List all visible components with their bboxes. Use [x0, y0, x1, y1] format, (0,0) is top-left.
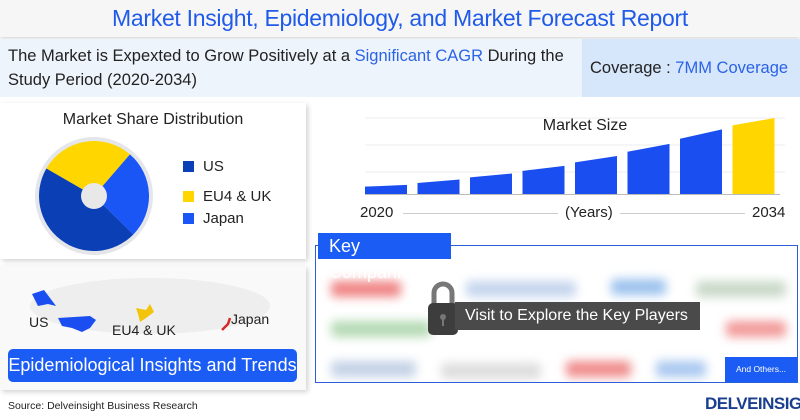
legend-swatch	[183, 161, 194, 172]
key-companies-box	[315, 245, 798, 383]
pie-slice-eu4-uk	[46, 141, 130, 196]
statement-text: The Market is Expexted to Grow Positivel…	[8, 47, 355, 65]
logo-text: DELVEINSIGHT	[705, 394, 800, 413]
blurred-logo	[726, 321, 786, 337]
and-others-button[interactable]: And Others...	[725, 357, 797, 382]
legend-swatch	[183, 213, 194, 224]
japan-map-icon	[221, 317, 232, 331]
pie-title: Market Share Distribution	[62, 111, 244, 128]
report-title: Market Insight, Epidemiology, and Market…	[0, 0, 800, 37]
blurred-logo	[566, 361, 631, 377]
x-start-label: 2020	[360, 204, 394, 221]
us-map-icon	[58, 316, 96, 332]
growth-statement: The Market is Expexted to Grow Positivel…	[0, 39, 582, 97]
blurred-logo	[466, 281, 576, 297]
epidemiology-insights-button[interactable]: Epidemiological Insights and Trends	[8, 349, 297, 382]
pie-hole	[81, 183, 107, 209]
statement-text-end: During the Study Period (2020-2034)	[8, 47, 564, 89]
axis-line	[403, 213, 558, 214]
legend-eu: EU4 & UK	[183, 188, 271, 205]
bar-4	[522, 165, 565, 194]
bar-7	[680, 129, 722, 194]
market-share-panel: Market Share Distribution US EU4 & UK Ja…	[0, 103, 306, 259]
lock-icon	[428, 281, 458, 335]
blurred-logo	[611, 279, 666, 295]
bar-5	[575, 156, 617, 194]
region-us: US	[29, 314, 49, 330]
blurred-logo	[696, 281, 786, 297]
legend-label: Japan	[203, 210, 244, 227]
coverage-box: Coverage : 7MM Coverage	[582, 39, 800, 97]
bar-chart-title: Market Size	[542, 117, 628, 134]
pie-slice-japan	[94, 154, 149, 235]
blurred-logo	[331, 281, 401, 297]
blurred-logo	[656, 361, 706, 377]
legend-us: US	[183, 158, 224, 175]
alaska-icon	[32, 290, 56, 306]
coverage-value: 7MM Coverage	[675, 59, 789, 77]
axis-line	[620, 213, 745, 214]
bar-8	[732, 118, 775, 194]
region-eu: EU4 & UK	[112, 322, 176, 338]
cagr-highlight: Significant CAGR	[354, 47, 484, 65]
key-companies-label: Key Companies	[318, 233, 451, 282]
x-end-label: 2034	[752, 204, 786, 221]
region-japan: Japan	[231, 311, 270, 327]
explore-key-players-link[interactable]: Visit to Explore the Key Players	[455, 302, 700, 330]
legend-label: EU4 & UK	[203, 188, 272, 205]
blurred-logo	[331, 321, 431, 337]
legend-label: US	[203, 158, 224, 175]
bar-chart	[365, 117, 785, 195]
pie-slice-us	[38, 168, 134, 251]
europe-map-icon	[136, 304, 154, 322]
blurred-logo	[331, 361, 416, 377]
bar-2	[417, 179, 460, 194]
legend-swatch	[183, 191, 194, 202]
delveinsight-logo: DELVEINSIGHT	[705, 394, 800, 414]
blurred-logo	[441, 363, 541, 379]
x-axis-label: (Years)	[565, 204, 613, 221]
bar-1	[365, 184, 407, 194]
pie-chart	[35, 137, 153, 255]
source-note: Source: Delveinsight Business Research	[8, 400, 198, 412]
coverage-label: Coverage :	[590, 59, 676, 77]
legend-japan: Japan	[183, 210, 244, 227]
world-map	[30, 278, 270, 334]
bar-6	[627, 143, 670, 194]
bar-3	[470, 173, 512, 194]
